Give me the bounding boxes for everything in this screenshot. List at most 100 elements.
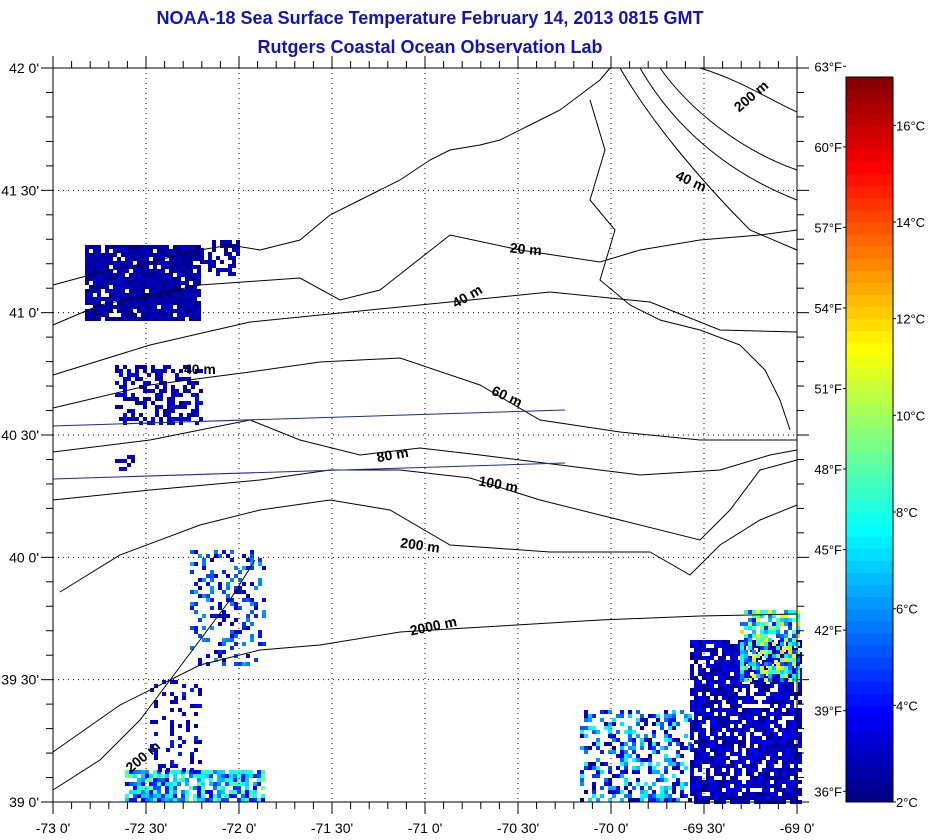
sst-cell	[714, 792, 718, 796]
sst-cell	[225, 794, 229, 798]
sst-cell	[200, 252, 204, 256]
sst-cell	[722, 764, 726, 768]
sst-cell	[161, 277, 165, 281]
sst-cell	[786, 708, 790, 712]
sst-cell	[754, 764, 758, 768]
sst-cell	[790, 720, 794, 724]
sst-cell	[137, 249, 141, 253]
sst-cell	[636, 782, 640, 786]
sst-cell	[580, 798, 584, 802]
sst-cell	[169, 257, 173, 261]
sst-cell	[186, 724, 190, 728]
sst-cell	[149, 285, 153, 289]
sst-cell	[722, 652, 726, 656]
sst-cell	[237, 770, 241, 774]
sst-cell	[588, 718, 592, 722]
sst-cell	[198, 704, 202, 708]
sst-cell	[648, 746, 652, 750]
sst-cell	[718, 692, 722, 696]
sst-cell	[684, 714, 688, 718]
lat-tick-label: 39 0'	[9, 794, 39, 810]
sst-cell	[632, 758, 636, 762]
sst-cell	[722, 724, 726, 728]
sst-cell	[133, 798, 137, 802]
sst-cell	[133, 289, 137, 293]
sst-cell	[796, 650, 800, 654]
sst-cell	[664, 798, 668, 802]
sst-cell	[742, 696, 746, 700]
sst-cell	[710, 732, 714, 736]
sst-cell	[182, 740, 186, 744]
sst-cell	[690, 676, 694, 680]
sst-cell	[198, 740, 202, 744]
sst-cell	[702, 788, 706, 792]
contour-20m	[52, 229, 798, 326]
sst-cell	[718, 720, 722, 724]
sst-cell	[171, 397, 175, 401]
sst-cell	[772, 642, 776, 646]
sst-cell	[234, 642, 238, 646]
sst-cell	[222, 658, 226, 662]
sst-cell	[752, 650, 756, 654]
sst-cell	[137, 257, 141, 261]
sst-cell	[157, 313, 161, 317]
sst-cell	[780, 658, 784, 662]
sst-cell	[93, 297, 97, 301]
sst-cell	[185, 249, 189, 253]
sst-cell	[778, 700, 782, 704]
sst-cell	[750, 756, 754, 760]
sst-cell	[684, 734, 688, 738]
sst-cell	[129, 285, 133, 289]
sst-cell	[165, 317, 169, 321]
sst-cell	[596, 758, 600, 762]
sst-cell	[742, 796, 746, 800]
sst-cell	[105, 305, 109, 309]
sst-cell	[718, 756, 722, 760]
sst-cell	[222, 642, 226, 646]
sst-cell	[714, 708, 718, 712]
sst-cell	[117, 273, 121, 277]
sst-cell	[784, 610, 788, 614]
sst-cell	[766, 700, 770, 704]
colorbar-segment	[846, 379, 893, 392]
sst-cell	[722, 756, 726, 760]
sst-cell	[153, 309, 157, 313]
sst-cell	[788, 658, 792, 662]
sst-cell	[182, 684, 186, 688]
sst-cell	[189, 297, 193, 301]
sst-cell	[129, 317, 133, 321]
sst-cell	[624, 782, 628, 786]
sst-cell	[125, 309, 129, 313]
sst-cell	[85, 269, 89, 273]
sst-cell	[652, 750, 656, 754]
sst-cell	[137, 297, 141, 301]
sst-cell	[798, 700, 802, 704]
sst-cell	[198, 692, 202, 696]
sst-cell	[187, 381, 191, 385]
lon-tick-label: -69 0'	[780, 820, 815, 836]
sst-cell	[169, 273, 173, 277]
sst-cell	[632, 746, 636, 750]
sst-cell	[730, 732, 734, 736]
sst-cell	[238, 630, 242, 634]
sst-cell	[738, 760, 742, 764]
sst-cell	[758, 760, 762, 764]
sst-cell	[153, 245, 157, 249]
sst-cell	[774, 760, 778, 764]
sst-cell	[224, 240, 228, 244]
sst-cell	[734, 780, 738, 784]
sst-cell	[776, 666, 780, 670]
sst-cell	[764, 642, 768, 646]
sst-cell	[698, 664, 702, 668]
sst-cell	[165, 786, 169, 790]
sst-cell	[580, 734, 584, 738]
sst-cell	[185, 281, 189, 285]
sst-cell	[600, 718, 604, 722]
sst-cell	[734, 644, 738, 648]
sst-cell	[245, 794, 249, 798]
sst-cell	[698, 708, 702, 712]
sst-cell	[742, 712, 746, 716]
sst-cell	[191, 393, 195, 397]
sst-cell	[718, 656, 722, 660]
sst-cell	[157, 794, 161, 798]
